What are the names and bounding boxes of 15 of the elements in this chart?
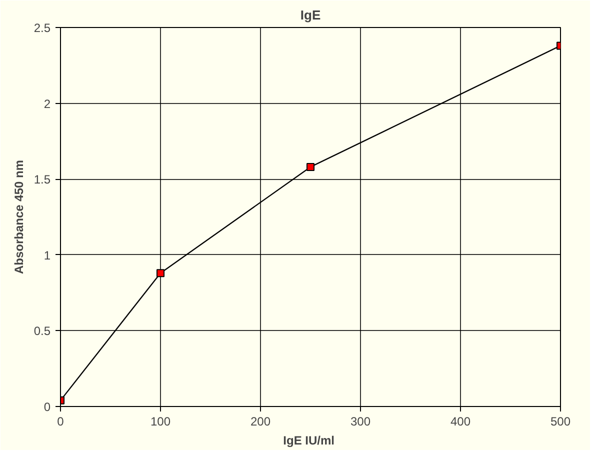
x-tick-label: 100 [150,414,171,428]
y-axis-title: Absorbance 450 nm [12,160,26,274]
y-tick-label: 1.5 [34,172,51,187]
y-tick-label: 1 [44,248,51,262]
y-tick-label: 2.5 [34,21,51,35]
x-tick-label: 200 [250,414,271,428]
y-tick-label: 2 [44,96,51,111]
x-tick-label: 300 [350,414,371,428]
x-tick-label: 400 [450,414,471,428]
chart-title: IgE [300,8,321,22]
x-tick-label: 0 [57,414,64,428]
y-tick-label: 0 [44,400,51,414]
x-tick-label: 500 [550,414,571,428]
y-tick-label: 0.5 [34,324,51,338]
x-axis-title: IgE IU/ml [283,434,335,448]
